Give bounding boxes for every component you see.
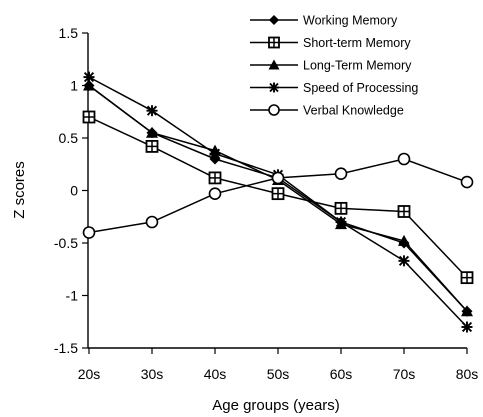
data-point-triangle [461, 305, 473, 317]
data-point-star [461, 321, 473, 333]
x-tick-label: 50s [267, 366, 290, 382]
legend-label: Long-Term Memory [303, 59, 412, 73]
data-point-square-cross [334, 201, 348, 215]
legend-entry: Long-Term Memory [250, 59, 412, 73]
data-point-star [335, 216, 347, 228]
legend-entry: Verbal Knowledge [250, 104, 404, 118]
legend-entry: Speed of Processing [250, 81, 418, 95]
star-marker [269, 82, 279, 93]
series-lines [82, 71, 474, 333]
x-tick-label: 30s [141, 366, 164, 382]
data-point-circle [460, 175, 474, 189]
y-tick-label: 1.5 [59, 25, 79, 41]
legend-label: Short-term Memory [303, 36, 411, 50]
diamond-marker [269, 15, 279, 25]
x-tick-label: 20s [78, 366, 101, 382]
circle-marker [268, 104, 280, 116]
data-point-triangle [146, 126, 158, 138]
data-point-triangle [83, 79, 95, 91]
x-tick-label: 80s [456, 366, 479, 382]
y-tick-label: 1 [70, 78, 78, 94]
y-tick-label: 0.5 [59, 130, 79, 146]
legend-entry: Short-term Memory [250, 36, 411, 50]
data-point-triangle [398, 234, 410, 246]
series-square-cross [82, 110, 474, 285]
legend-label: Speed of Processing [303, 81, 418, 95]
data-point-circle [82, 226, 96, 239]
x-tick-label: 40s [204, 366, 227, 382]
x-tick-label: 60s [330, 366, 353, 382]
data-point-circle [208, 187, 222, 200]
data-point-square-cross [145, 139, 159, 153]
series-circle [82, 152, 474, 239]
legend-label: Working Memory [303, 14, 398, 28]
data-point-square-cross [460, 271, 474, 285]
y-tick-label: -0.5 [54, 235, 78, 251]
data-point-circle [397, 152, 411, 166]
data-point-square-cross [271, 187, 285, 201]
y-tick-label: -1 [66, 288, 79, 304]
data-point-square-cross [208, 171, 222, 185]
y-tick-label: -1.5 [54, 340, 78, 356]
data-point-star [83, 71, 95, 83]
data-point-star [209, 148, 221, 160]
x-tick-label: 70s [393, 366, 416, 382]
data-point-square-cross [397, 205, 411, 218]
data-point-square-cross [82, 110, 96, 124]
data-point-star [398, 255, 410, 267]
data-point-star [146, 105, 158, 117]
y-axis-title: Z scores [11, 161, 28, 219]
legend-entry: Working Memory [250, 14, 398, 28]
data-point-circle [271, 171, 285, 185]
data-point-circle [334, 167, 348, 180]
legend: Working Memory Short-term Memory Long-Term… [250, 14, 418, 118]
series-line [88, 76, 468, 328]
triangle-marker [268, 59, 280, 70]
legend-label: Verbal Knowledge [303, 104, 404, 118]
data-point-circle [145, 215, 159, 229]
square-cross-marker [268, 36, 280, 49]
y-tick-label: 0 [70, 183, 78, 199]
x-axis-title: Age groups (years) [212, 397, 340, 414]
